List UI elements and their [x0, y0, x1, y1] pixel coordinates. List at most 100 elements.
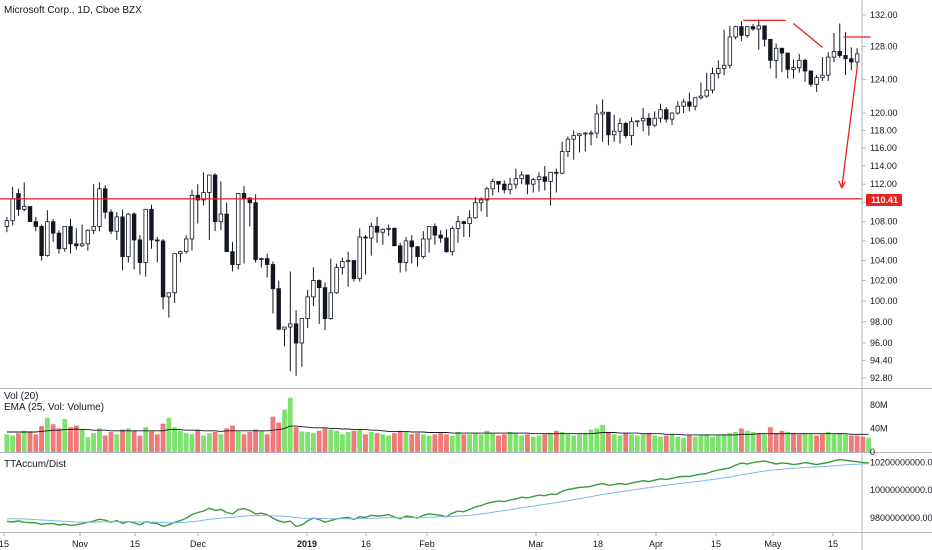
candle[interactable] [56, 230, 62, 254]
volume-bar[interactable] [33, 434, 39, 452]
candle[interactable] [155, 237, 160, 263]
volume-bar[interactable] [634, 435, 640, 452]
volume-bar[interactable] [16, 433, 21, 452]
candle[interactable] [820, 57, 825, 81]
candle[interactable] [473, 197, 478, 219]
volume-bar[interactable] [484, 430, 490, 452]
candle[interactable] [554, 168, 559, 193]
candle[interactable] [745, 25, 750, 38]
volume-bar[interactable] [663, 435, 669, 452]
candle[interactable] [68, 218, 73, 254]
volume-bar[interactable] [85, 437, 91, 452]
volume-bar[interactable] [397, 430, 403, 452]
volume-bar[interactable] [496, 435, 501, 452]
candle[interactable] [230, 241, 235, 272]
candle[interactable] [374, 216, 380, 243]
candle[interactable] [305, 289, 310, 329]
volume-bar[interactable] [403, 431, 409, 452]
candle[interactable] [282, 326, 287, 347]
candle[interactable] [687, 92, 692, 112]
volume-bar[interactable] [767, 427, 773, 452]
volume-bar[interactable] [640, 434, 646, 452]
volume-bar[interactable] [10, 435, 16, 452]
candle[interactable] [22, 182, 27, 212]
candle[interactable] [507, 177, 513, 195]
candle[interactable] [583, 132, 588, 152]
candle[interactable] [733, 25, 738, 40]
volume-bar[interactable] [253, 429, 259, 452]
candle[interactable] [635, 120, 640, 127]
candle[interactable] [27, 206, 33, 223]
volume-bar[interactable] [386, 435, 392, 452]
candle[interactable] [299, 318, 305, 367]
symbol-title[interactable]: Microsoft Corp., 1D, Cboe BZX [4, 5, 142, 16]
volume-bar[interactable] [73, 425, 79, 452]
volume-bar[interactable] [600, 424, 606, 452]
candle[interactable] [594, 104, 600, 139]
candle[interactable] [403, 237, 409, 272]
volume-bar[interactable] [415, 433, 420, 452]
volume-bar[interactable] [391, 433, 397, 452]
candle[interactable] [172, 253, 177, 304]
candle[interactable] [762, 25, 767, 47]
candle[interactable] [207, 174, 212, 240]
candle[interactable] [502, 180, 507, 194]
volume-bar[interactable] [426, 435, 432, 452]
volume-bar[interactable] [68, 427, 73, 452]
volume-bar[interactable] [50, 424, 56, 452]
candle[interactable] [317, 279, 322, 324]
price-pane[interactable] [4, 19, 860, 376]
volume-pane-title[interactable]: Vol (20) [4, 391, 38, 402]
candle[interactable] [114, 212, 119, 240]
candle[interactable] [675, 101, 681, 115]
candle[interactable] [85, 229, 91, 251]
candle[interactable] [525, 174, 530, 195]
volume-bar[interactable] [588, 429, 594, 452]
candle[interactable] [837, 23, 842, 58]
volume-bar[interactable] [472, 433, 478, 452]
candle[interactable] [652, 111, 657, 127]
candle[interactable] [131, 212, 137, 270]
candle[interactable] [496, 181, 501, 193]
candle[interactable] [455, 215, 461, 243]
volume-bar[interactable] [449, 435, 455, 452]
volume-bar[interactable] [553, 430, 559, 452]
candle[interactable] [802, 58, 808, 82]
volume-bar[interactable] [114, 434, 120, 452]
candle[interactable] [467, 210, 472, 238]
candle[interactable] [224, 202, 229, 253]
volume-bar[interactable] [311, 433, 316, 452]
candle[interactable] [611, 114, 617, 142]
candle[interactable] [166, 292, 172, 318]
ema-pane-title[interactable]: EMA (25, Vol: Volume) [4, 402, 104, 413]
candle[interactable] [779, 47, 785, 72]
candle[interactable] [39, 224, 44, 261]
candle[interactable] [183, 235, 189, 254]
volume-bar[interactable] [131, 430, 137, 452]
volume-bar[interactable] [137, 435, 143, 452]
candle[interactable] [259, 257, 264, 268]
candle[interactable] [91, 184, 96, 235]
volume-bar[interactable] [120, 429, 125, 452]
candle[interactable] [721, 29, 727, 76]
volume-bar[interactable] [675, 436, 681, 452]
volume-bar[interactable] [565, 434, 571, 452]
candle[interactable] [50, 218, 56, 242]
volume-bar[interactable] [62, 418, 68, 452]
volume-bar[interactable] [247, 431, 253, 452]
volume-bar[interactable] [293, 427, 299, 452]
volume-bar[interactable] [686, 435, 692, 452]
candle[interactable] [334, 263, 339, 294]
candle[interactable] [513, 168, 519, 189]
candle[interactable] [577, 133, 582, 153]
volume-bar[interactable] [536, 435, 542, 452]
volume-pane[interactable]: 80M 40M 0 [4, 397, 888, 457]
candle[interactable] [432, 223, 438, 245]
volume-bar[interactable] [571, 435, 577, 452]
volume-bar[interactable] [669, 434, 675, 452]
volume-bar[interactable] [160, 423, 166, 452]
volume-bar[interactable] [299, 431, 305, 452]
volume-bar[interactable] [97, 428, 102, 452]
candle[interactable] [444, 229, 449, 253]
volume-bar[interactable] [785, 431, 791, 452]
